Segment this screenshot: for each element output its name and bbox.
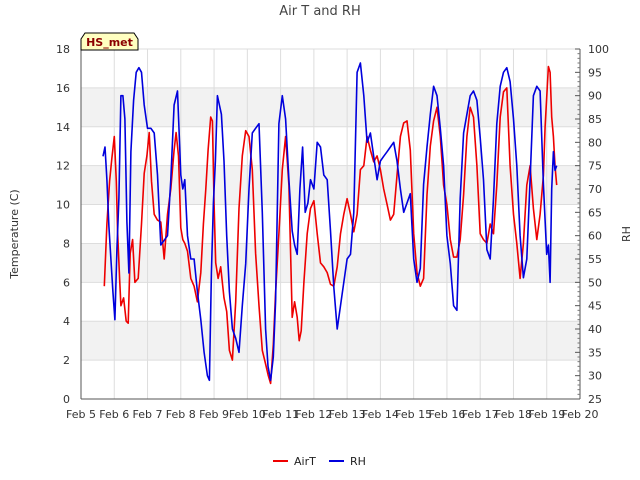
y2-tick-label-7: 60 xyxy=(588,230,602,243)
x-tick-label-7: Feb 12 xyxy=(295,408,332,421)
x-tick-label-1: Feb 6 xyxy=(99,408,129,421)
y-tick-label-7: 14 xyxy=(56,121,70,134)
y2-tick-label-12: 85 xyxy=(588,113,602,126)
y-tick-label-9: 18 xyxy=(56,43,70,56)
band-5 xyxy=(81,165,580,205)
y2-tick-label-5: 50 xyxy=(588,276,602,289)
x-tick-label-9: Feb 14 xyxy=(362,408,399,421)
y2-tick-label-13: 90 xyxy=(588,90,602,103)
y2-tick-label-3: 40 xyxy=(588,323,602,336)
badge-label: HS_met xyxy=(86,36,133,49)
y2-tick-label-0: 25 xyxy=(588,393,602,406)
x-tick-label-10: Feb 15 xyxy=(395,408,432,421)
band-1 xyxy=(81,321,580,361)
x-tick-label-11: Feb 16 xyxy=(428,408,465,421)
y-tick-label-1: 2 xyxy=(63,354,70,367)
y2-tick-label-2: 35 xyxy=(588,346,602,359)
y2-tick-label-14: 95 xyxy=(588,66,602,79)
x-tick-label-15: Feb 20 xyxy=(562,408,599,421)
y2-tick-label-8: 65 xyxy=(588,206,602,219)
x-tick-label-8: Feb 13 xyxy=(329,408,366,421)
chart-title: Air T and RH xyxy=(279,4,360,19)
hs-met-badge: HS_met xyxy=(80,32,139,51)
y2-tick-label-11: 80 xyxy=(588,136,602,149)
series-layer xyxy=(102,62,558,385)
legend: AirT RH xyxy=(273,455,366,468)
y-tick-label-4: 8 xyxy=(63,237,70,250)
x-tick-label-13: Feb 18 xyxy=(495,408,532,421)
y2-tick-label-9: 70 xyxy=(588,183,602,196)
y2-tick-label-15: 100 xyxy=(588,43,609,56)
x-tick-label-12: Feb 17 xyxy=(462,408,499,421)
y-axis-title: Temperature (C) xyxy=(8,189,21,279)
x-tick-label-0: Feb 5 xyxy=(66,408,96,421)
x-tick-label-5: Feb 10 xyxy=(229,408,266,421)
y-tick-label-5: 10 xyxy=(56,199,70,212)
x-tick-label-3: Feb 8 xyxy=(166,408,196,421)
y-tick-label-3: 6 xyxy=(63,276,70,289)
series-line-rh xyxy=(102,62,558,382)
x-tick-label-2: Feb 7 xyxy=(133,408,163,421)
y2-axis-title: RH xyxy=(620,226,633,242)
y-tick-label-8: 16 xyxy=(56,82,70,95)
badge-background xyxy=(80,32,139,51)
y2-tick-label-1: 30 xyxy=(588,370,602,383)
y2-tick-label-10: 75 xyxy=(588,160,602,173)
y2-tick-label-4: 45 xyxy=(588,300,602,313)
legend-label-airt: AirT xyxy=(294,455,316,468)
band-3 xyxy=(81,243,580,283)
axes: 0 2 4 6 8 10 12 14 16 18 25 30 35 40 45 50 55 60 65 70 75 80 8… xyxy=(56,43,609,421)
legend-label-rh: RH xyxy=(350,455,366,468)
band-7 xyxy=(81,87,580,127)
y-tick-label-2: 4 xyxy=(63,315,70,328)
y-tick-label-0: 0 xyxy=(63,393,70,406)
x-tick-label-4: Feb 9 xyxy=(199,408,229,421)
y2-tick-label-6: 55 xyxy=(588,253,602,266)
x-tick-label-6: Feb 11 xyxy=(262,408,299,421)
x-tick-label-14: Feb 19 xyxy=(528,408,565,421)
y-tick-label-6: 12 xyxy=(56,160,70,173)
